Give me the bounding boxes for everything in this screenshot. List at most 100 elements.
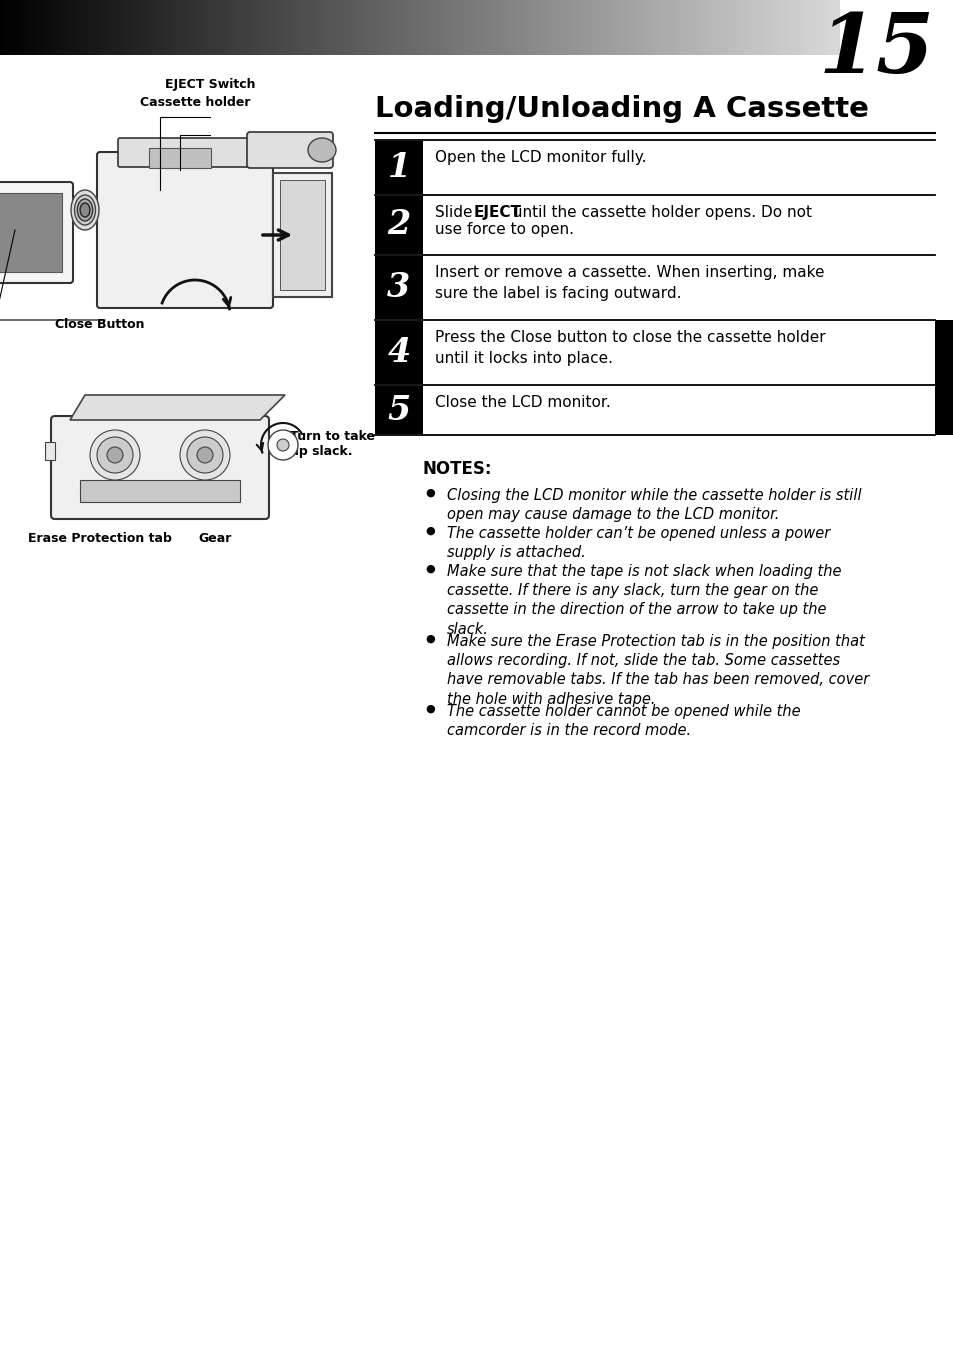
Bar — [704, 0, 706, 56]
Text: Closing the LCD monitor while the cassette holder is still
open may cause damage: Closing the LCD monitor while the casset… — [447, 488, 861, 522]
Bar — [77, 0, 80, 56]
Bar — [751, 0, 753, 56]
Bar — [365, 0, 367, 56]
FancyBboxPatch shape — [0, 192, 62, 272]
Bar — [659, 0, 660, 56]
Bar — [664, 0, 667, 56]
Text: 1: 1 — [387, 150, 410, 184]
Text: Close the LCD monitor.: Close the LCD monitor. — [435, 396, 610, 411]
Bar — [375, 321, 422, 383]
Bar — [514, 0, 516, 56]
Text: 4: 4 — [387, 336, 410, 369]
Bar — [589, 0, 591, 56]
Bar — [130, 0, 132, 56]
Bar — [736, 0, 738, 56]
Bar — [573, 0, 575, 56]
Bar — [681, 0, 683, 56]
Bar — [457, 0, 459, 56]
Bar — [417, 0, 419, 56]
FancyBboxPatch shape — [51, 416, 269, 519]
Bar — [528, 0, 531, 56]
Bar — [738, 0, 740, 56]
Bar — [63, 0, 65, 56]
Bar — [744, 0, 746, 56]
Bar — [713, 0, 715, 56]
Bar — [306, 0, 308, 56]
FancyBboxPatch shape — [45, 442, 55, 459]
Bar — [334, 0, 335, 56]
Bar — [274, 0, 276, 56]
Bar — [816, 0, 818, 56]
Bar — [375, 0, 377, 56]
Bar — [782, 0, 784, 56]
Bar — [260, 0, 262, 56]
Bar — [35, 0, 38, 56]
Bar — [42, 0, 44, 56]
Bar — [318, 0, 321, 56]
Bar — [199, 0, 201, 56]
Bar — [740, 0, 742, 56]
Bar — [40, 0, 42, 56]
Bar — [395, 0, 396, 56]
Bar — [193, 0, 195, 56]
FancyBboxPatch shape — [0, 182, 73, 283]
Bar — [38, 0, 40, 56]
Bar — [805, 0, 807, 56]
Bar — [344, 0, 346, 56]
Bar — [617, 0, 618, 56]
Bar — [295, 0, 297, 56]
Bar — [547, 0, 549, 56]
Bar — [559, 0, 562, 56]
Text: Make sure that the tape is not slack when loading the
cassette. If there is any : Make sure that the tape is not slack whe… — [447, 564, 841, 637]
Bar — [657, 0, 659, 56]
Bar — [580, 0, 583, 56]
Bar — [451, 0, 453, 56]
Bar — [367, 0, 369, 56]
Bar — [476, 0, 478, 56]
Bar — [824, 0, 826, 56]
Bar — [405, 0, 407, 56]
Bar — [122, 0, 124, 56]
Bar — [9, 0, 10, 56]
Bar — [300, 0, 302, 56]
Bar — [631, 0, 633, 56]
Bar — [155, 0, 157, 56]
Bar — [149, 0, 151, 56]
Bar — [227, 0, 229, 56]
Bar — [667, 0, 669, 56]
Bar — [503, 0, 505, 56]
Bar — [727, 0, 730, 56]
Bar — [675, 0, 678, 56]
Bar — [835, 0, 837, 56]
Bar — [459, 0, 461, 56]
Bar — [222, 0, 224, 56]
Bar — [732, 0, 734, 56]
Bar — [88, 0, 91, 56]
Bar — [302, 0, 304, 56]
Bar — [706, 0, 709, 56]
Text: Close Button: Close Button — [55, 318, 145, 331]
Bar — [180, 0, 182, 56]
Bar — [390, 0, 392, 56]
Bar — [197, 0, 199, 56]
Bar — [426, 0, 428, 56]
Bar — [281, 0, 283, 56]
Text: 2: 2 — [387, 209, 410, 241]
Bar — [402, 0, 405, 56]
Bar — [633, 0, 636, 56]
Text: The cassette holder can’t be opened unless a power
supply is attached.: The cassette holder can’t be opened unle… — [447, 526, 829, 560]
Bar — [742, 0, 744, 56]
Circle shape — [276, 439, 289, 451]
Bar — [23, 0, 25, 56]
Bar — [323, 0, 325, 56]
Bar — [400, 0, 402, 56]
Bar — [283, 0, 285, 56]
Bar — [388, 0, 390, 56]
Circle shape — [97, 438, 132, 473]
Bar — [54, 0, 56, 56]
Bar — [556, 0, 558, 56]
Bar — [587, 0, 589, 56]
Bar — [195, 0, 197, 56]
Bar — [327, 0, 329, 56]
Bar — [491, 0, 493, 56]
